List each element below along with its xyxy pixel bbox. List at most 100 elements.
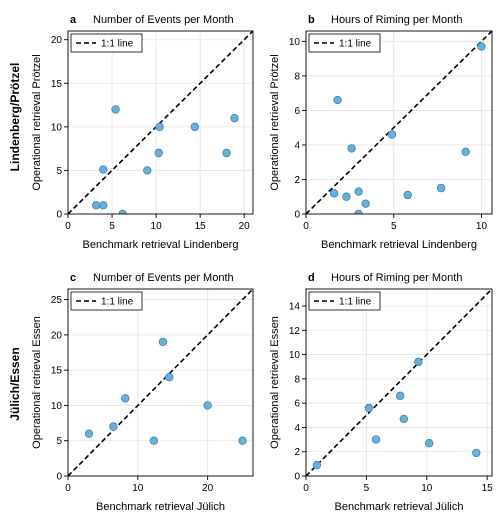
- x-axis-label: Benchmark retrieval Lindenberg: [321, 239, 477, 251]
- panel-letter: b: [308, 14, 315, 26]
- legend-box: [308, 291, 381, 311]
- y-tick-label: 4: [294, 423, 300, 434]
- data-point: [155, 122, 164, 132]
- legend-box: [70, 33, 143, 53]
- panel-letter: d: [308, 272, 315, 284]
- x-tick-label: 0: [65, 221, 71, 232]
- x-axis-label: Benchmark retrieval Lindenberg: [83, 239, 239, 251]
- data-point: [424, 439, 434, 448]
- y-tick-label: 15: [51, 79, 63, 90]
- x-tick-label: 0: [65, 483, 71, 494]
- data-point: [203, 401, 212, 410]
- data-point: [84, 429, 94, 438]
- y-axis-label: Operational retrieval Prötzel: [31, 54, 43, 190]
- x-tick-label: 10: [476, 221, 488, 232]
- data-point: [364, 403, 374, 413]
- panel-title: Number of Events per Month: [93, 14, 234, 26]
- panel-letter: a: [70, 14, 77, 26]
- y-tick-label: 5: [56, 166, 62, 177]
- panel-title: Number of Events per Month: [93, 272, 234, 284]
- data-point: [472, 448, 481, 458]
- y-axis-label: Operational retrieval Essen: [31, 316, 43, 449]
- data-point: [396, 391, 405, 401]
- y-tick-label: 14: [289, 302, 301, 313]
- data-point: [477, 42, 486, 51]
- y-tick-label: 6: [294, 106, 300, 117]
- axes-frame: [67, 288, 254, 477]
- data-point: [143, 166, 152, 175]
- data-point: [230, 113, 239, 123]
- y-tick-label: 5: [56, 436, 62, 447]
- legend-box: [308, 33, 381, 53]
- legend-label: 1:1 line: [101, 39, 134, 50]
- data-point: [121, 394, 130, 403]
- x-tick-label: 0: [303, 221, 309, 232]
- data-point: [111, 105, 120, 114]
- data-point: [414, 357, 423, 367]
- data-point: [436, 183, 446, 193]
- one-to-one-line: [68, 289, 253, 476]
- one-to-one-line: [306, 31, 492, 214]
- data-point: [190, 122, 200, 132]
- x-tick-label: 20: [202, 483, 214, 494]
- data-point: [354, 187, 363, 196]
- data-point: [371, 435, 381, 444]
- y-tick-label: 4: [294, 140, 300, 151]
- panel-letter: c: [70, 272, 76, 284]
- y-tick-label: 25: [51, 295, 63, 306]
- y-tick-label: 2: [294, 447, 300, 458]
- y-tick-label: 10: [289, 37, 301, 48]
- x-tick-label: 10: [151, 221, 163, 232]
- data-point: [387, 130, 397, 139]
- axes-frame: [305, 30, 493, 215]
- data-point: [158, 337, 168, 347]
- y-tick-label: 0: [294, 210, 300, 221]
- legend: 1:1 line: [70, 291, 143, 311]
- row-label-bottom: Jülich/Essen: [8, 347, 22, 420]
- x-tick-label: 5: [109, 221, 115, 232]
- one-to-one-line: [68, 31, 253, 214]
- y-tick-label: 10: [51, 401, 63, 412]
- data-point: [238, 436, 247, 445]
- y-tick-label: 10: [51, 122, 63, 133]
- legend: 1:1 line: [70, 33, 143, 53]
- y-tick-label: 0: [56, 210, 62, 221]
- legend: 1:1 line: [308, 291, 381, 311]
- panel-title: Hours of Riming per Month: [331, 14, 462, 26]
- legend-label: 1:1 line: [339, 39, 372, 50]
- legend: 1:1 line: [308, 33, 381, 53]
- legend-box: [70, 291, 143, 311]
- data-point: [312, 460, 322, 470]
- data-point: [403, 190, 412, 200]
- y-tick-label: 10: [289, 350, 301, 361]
- legend-label: 1:1 line: [339, 297, 372, 308]
- y-tick-label: 6: [294, 399, 300, 410]
- y-tick-label: 0: [56, 472, 62, 483]
- data-point: [91, 201, 101, 210]
- x-tick-label: 5: [364, 483, 370, 494]
- y-tick-label: 0: [294, 472, 300, 483]
- axes-frame: [305, 288, 493, 477]
- x-tick-label: 15: [195, 221, 207, 232]
- x-tick-label: 20: [239, 221, 251, 232]
- y-tick-label: 2: [294, 175, 300, 186]
- row-label-top: Lindenberg/Prötzel: [8, 63, 22, 172]
- data-point: [154, 148, 163, 158]
- data-point: [333, 95, 342, 105]
- y-tick-label: 8: [294, 374, 300, 385]
- y-tick-label: 15: [51, 366, 63, 377]
- data-point: [347, 144, 356, 153]
- x-tick-label: 15: [482, 483, 494, 494]
- data-point: [165, 373, 174, 382]
- x-tick-label: 5: [391, 221, 397, 232]
- data-point: [99, 201, 108, 210]
- x-tick-label: 10: [421, 483, 433, 494]
- x-tick-label: 0: [303, 483, 309, 494]
- one-to-one-line: [306, 289, 492, 476]
- y-axis-label: Operational retrieval Prötzel: [269, 54, 281, 190]
- legend-label: 1:1 line: [101, 297, 134, 308]
- data-point: [109, 422, 118, 431]
- data-point: [461, 147, 470, 157]
- panel-title: Hours of Riming per Month: [331, 272, 462, 284]
